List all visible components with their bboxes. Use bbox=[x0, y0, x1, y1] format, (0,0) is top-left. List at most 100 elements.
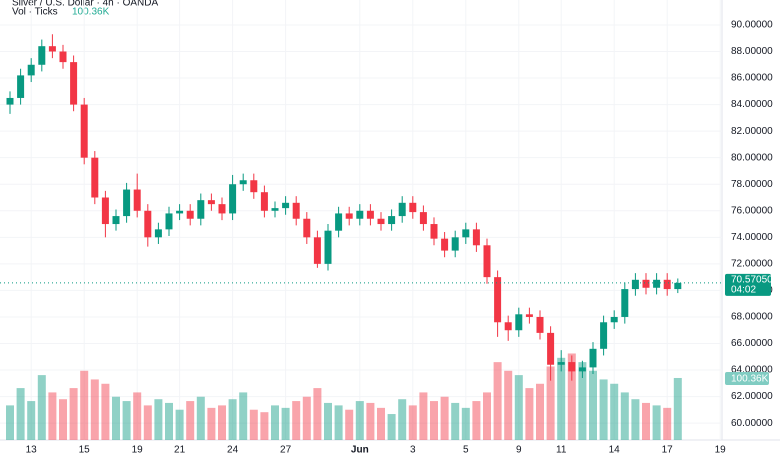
candle-body bbox=[451, 237, 459, 251]
candle-body bbox=[610, 316, 618, 323]
candle-body bbox=[70, 62, 78, 105]
candle-body bbox=[218, 204, 226, 214]
volume-bar bbox=[620, 392, 629, 440]
candle-body bbox=[17, 75, 25, 98]
volume-bar bbox=[578, 362, 587, 440]
candle-body bbox=[504, 322, 512, 331]
last-price-label: 70.57050 bbox=[731, 274, 773, 285]
volume-bar bbox=[324, 402, 332, 440]
volume-bar bbox=[589, 370, 597, 440]
volume-bar bbox=[483, 392, 491, 440]
volume-bar bbox=[557, 357, 566, 440]
candle-body bbox=[366, 210, 374, 219]
candle-body bbox=[674, 282, 682, 290]
candle-body bbox=[48, 46, 56, 52]
y-tick-label: 72.00000 bbox=[731, 259, 773, 270]
y-tick-label: 68.00000 bbox=[731, 312, 773, 323]
volume-bar bbox=[48, 392, 57, 440]
volume-bar bbox=[239, 392, 248, 440]
candle-body bbox=[27, 64, 35, 76]
countdown-label: 04:02 bbox=[731, 284, 756, 295]
volume-bar bbox=[143, 405, 152, 440]
x-tick-label: 17 bbox=[662, 445, 674, 456]
candle-body bbox=[557, 362, 565, 365]
candle-body bbox=[525, 314, 533, 317]
volume-bar bbox=[281, 407, 290, 440]
volume-bar bbox=[546, 366, 555, 440]
volume-value: 100.36K bbox=[72, 7, 110, 18]
y-tick-label: 82.00000 bbox=[731, 126, 773, 137]
x-tick-label: 9 bbox=[516, 445, 522, 456]
candle-body bbox=[80, 104, 88, 158]
candle-body bbox=[91, 157, 99, 198]
candle-body bbox=[377, 218, 385, 225]
volume-bar bbox=[567, 353, 576, 440]
candle-body bbox=[123, 189, 131, 217]
candle-body bbox=[642, 279, 650, 288]
y-tick-label: 90.00000 bbox=[731, 20, 773, 31]
x-tick-label: 19 bbox=[132, 445, 144, 456]
candle-body bbox=[154, 229, 162, 238]
candle-body bbox=[345, 213, 353, 219]
volume-bar bbox=[419, 392, 428, 440]
volume-bar bbox=[493, 362, 502, 440]
volume-bar bbox=[196, 396, 205, 440]
last-price-tag bbox=[725, 273, 771, 296]
volume-bar bbox=[631, 399, 640, 440]
volume-bar bbox=[16, 388, 25, 440]
volume-bar bbox=[408, 405, 417, 440]
volume-bar bbox=[112, 396, 120, 440]
volume-bar bbox=[355, 401, 364, 440]
candle-body bbox=[663, 279, 671, 290]
volume-bar bbox=[398, 399, 407, 440]
volume-tag-label: 100.36K bbox=[731, 374, 769, 385]
candle-body bbox=[271, 208, 279, 211]
y-tick-label: 84.00000 bbox=[731, 99, 773, 110]
volume-bar bbox=[599, 379, 608, 440]
volume-bar bbox=[504, 370, 513, 440]
volume-bar bbox=[642, 402, 650, 440]
candle-body bbox=[59, 51, 67, 63]
candle-body bbox=[547, 332, 555, 365]
volume-bar bbox=[451, 402, 460, 440]
volume-bar bbox=[133, 392, 142, 440]
volume-bar bbox=[218, 405, 226, 440]
volume-bar bbox=[377, 407, 385, 440]
volume-bar bbox=[186, 401, 195, 440]
candle-body bbox=[472, 229, 480, 246]
volume-bar bbox=[228, 399, 237, 440]
x-tick-label: 24 bbox=[227, 445, 239, 456]
y-tick-label: 88.00000 bbox=[731, 46, 773, 57]
volume-title: Vol · Ticks bbox=[12, 7, 58, 18]
x-tick-label: 14 bbox=[609, 445, 621, 456]
volume-bar bbox=[6, 405, 14, 440]
y-tick-label: 64.00000 bbox=[731, 365, 773, 376]
candle-body bbox=[6, 97, 14, 105]
candle-body bbox=[398, 202, 406, 217]
volume-bar bbox=[387, 414, 396, 440]
candle-body bbox=[165, 213, 173, 230]
volume-bar bbox=[37, 375, 46, 440]
volume-bar bbox=[472, 401, 481, 440]
candle-body bbox=[653, 279, 661, 288]
symbol-title: Silver / U.S. Dollar · 4h · OANDA bbox=[12, 0, 158, 9]
candle-body bbox=[101, 197, 109, 225]
candle-body bbox=[515, 314, 523, 331]
volume-bar bbox=[207, 407, 216, 440]
volume-bar bbox=[165, 402, 173, 440]
candle-body bbox=[239, 180, 247, 185]
volume-bar bbox=[525, 388, 534, 440]
candle-body bbox=[197, 200, 205, 219]
candle-body bbox=[229, 184, 237, 214]
volume-bar bbox=[514, 375, 523, 440]
y-tick-label: 86.00000 bbox=[731, 73, 773, 84]
candle-body bbox=[144, 210, 152, 238]
volume-bar bbox=[69, 388, 78, 440]
candle-body bbox=[112, 216, 120, 225]
candle-body bbox=[462, 229, 470, 238]
candle-body bbox=[441, 238, 449, 251]
candle-body bbox=[600, 322, 608, 349]
volume-bar bbox=[673, 377, 682, 440]
volume-bar bbox=[27, 401, 36, 440]
